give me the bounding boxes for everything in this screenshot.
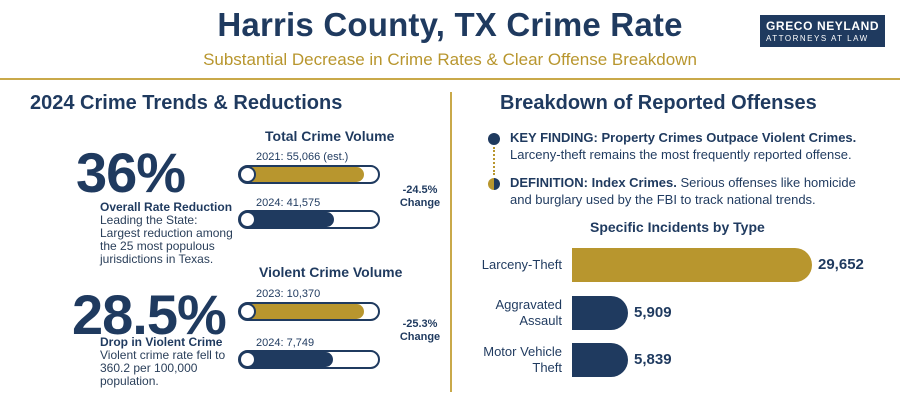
desc-line: Violent crime rate fell to (100, 348, 226, 362)
left-section-heading: 2024 Crime Trends & Reductions (30, 92, 343, 114)
bar-category-label-line: Motor Vehicle (483, 344, 562, 359)
bar-category-label: Aggravated Assault (440, 297, 563, 329)
stat-overall-reduction-label: Overall Rate Reduction (100, 200, 233, 214)
stat-violent-drop: 28.5% (72, 283, 227, 346)
bar-knob (239, 303, 256, 320)
bar-value-label: 5,909 (634, 304, 672, 321)
finding-bullet-icon (488, 133, 500, 145)
desc-line: the 25 most populous (100, 239, 215, 253)
logo-tagline: ATTORNEYS AT LAW (766, 34, 869, 43)
bar-value-label: 29,652 (818, 256, 864, 273)
stat-violent-drop-label: Drop in Violent Crime (100, 335, 223, 349)
bar-value-label: 5,839 (634, 351, 672, 368)
bar-knob (239, 166, 256, 183)
violent-bar-2023-fill (240, 304, 365, 319)
violent-change: -25.3% Change (392, 318, 448, 344)
total-change-pct: -24.5% (402, 184, 438, 196)
chart-title: Specific Incidents by Type (590, 219, 765, 235)
stat-overall-reduction-desc: Leading the State: Largest reduction amo… (100, 214, 233, 266)
violent-change-pct: -25.3% (402, 318, 438, 330)
total-bar-2024-caption: 2024: 41,575 (256, 197, 321, 209)
violent-bar-2023-caption: 2023: 10,370 (256, 288, 321, 300)
violent-bar-2024 (238, 350, 380, 369)
total-change-word: Change (399, 197, 441, 209)
firm-logo: GRECO NEYLAND ATTORNEYS AT LAW (760, 15, 885, 47)
violent-bar-2023 (238, 302, 380, 321)
total-bar-2021 (238, 165, 380, 184)
violent-change-word: Change (399, 331, 441, 343)
total-volume-title: Total Crime Volume (265, 128, 395, 144)
desc-line: Leading the State: (100, 213, 198, 227)
bar-category-label-line: Assault (519, 313, 562, 328)
bar-category-label-line: Larceny-Theft (481, 257, 562, 272)
header-divider (0, 78, 900, 80)
bar-motor-vehicle-theft (572, 343, 628, 377)
bar-aggravated-assault (572, 296, 628, 330)
bar-category-label-line: Theft (532, 360, 562, 375)
bar-knob (239, 211, 256, 228)
bar-knob (239, 351, 256, 368)
total-bar-2024-fill (240, 212, 334, 227)
total-change: -24.5% Change (392, 184, 448, 210)
definition-text-b: and burglary used by the FBI to track na… (510, 192, 816, 207)
violent-volume-title: Violent Crime Volume (259, 264, 403, 280)
stat-violent-drop-desc: Violent crime rate fell to 360.2 per 100… (100, 349, 225, 388)
bar-larceny-theft (572, 248, 812, 282)
total-bar-2021-fill (240, 167, 365, 182)
violent-bar-2024-fill (240, 352, 333, 367)
right-section-heading: Breakdown of Reported Offenses (500, 92, 817, 114)
definition-bullet-icon (488, 178, 500, 190)
column-divider (450, 92, 452, 392)
key-finding: KEY FINDING: Property Crimes Outpace Vio… (510, 129, 890, 163)
connector-line (493, 147, 495, 175)
logo-name: GRECO NEYLAND (766, 19, 880, 33)
page-title: Harris County, TX Crime Rate (217, 6, 683, 43)
total-bar-2024 (238, 210, 380, 229)
definition: DEFINITION: Index Crimes. Serious offens… (510, 174, 895, 208)
bar-category-label: Motor Vehicle Theft (440, 344, 562, 376)
desc-line: Largest reduction among (100, 226, 233, 240)
bar-category-label-line: Aggravated (495, 297, 563, 312)
desc-line: 360.2 per 100,000 (100, 361, 198, 375)
bar-category-label: Larceny-Theft (440, 257, 562, 273)
stat-overall-reduction: 36% (76, 141, 186, 204)
definition-text-a: Serious offenses like homicide (680, 175, 856, 190)
desc-line: population. (100, 374, 159, 388)
page-subtitle: Substantial Decrease in Crime Rates & Cl… (203, 50, 697, 69)
total-bar-2021-caption: 2021: 55,066 (est.) (256, 151, 349, 163)
key-finding-heading: KEY FINDING: Property Crimes Outpace Vio… (510, 130, 857, 145)
desc-line: jurisdictions in Texas. (100, 252, 214, 266)
key-finding-text: Larceny-theft remains the most frequentl… (510, 147, 852, 162)
violent-bar-2024-caption: 2024: 7,749 (256, 337, 315, 349)
definition-heading: DEFINITION: Index Crimes. (510, 175, 677, 190)
